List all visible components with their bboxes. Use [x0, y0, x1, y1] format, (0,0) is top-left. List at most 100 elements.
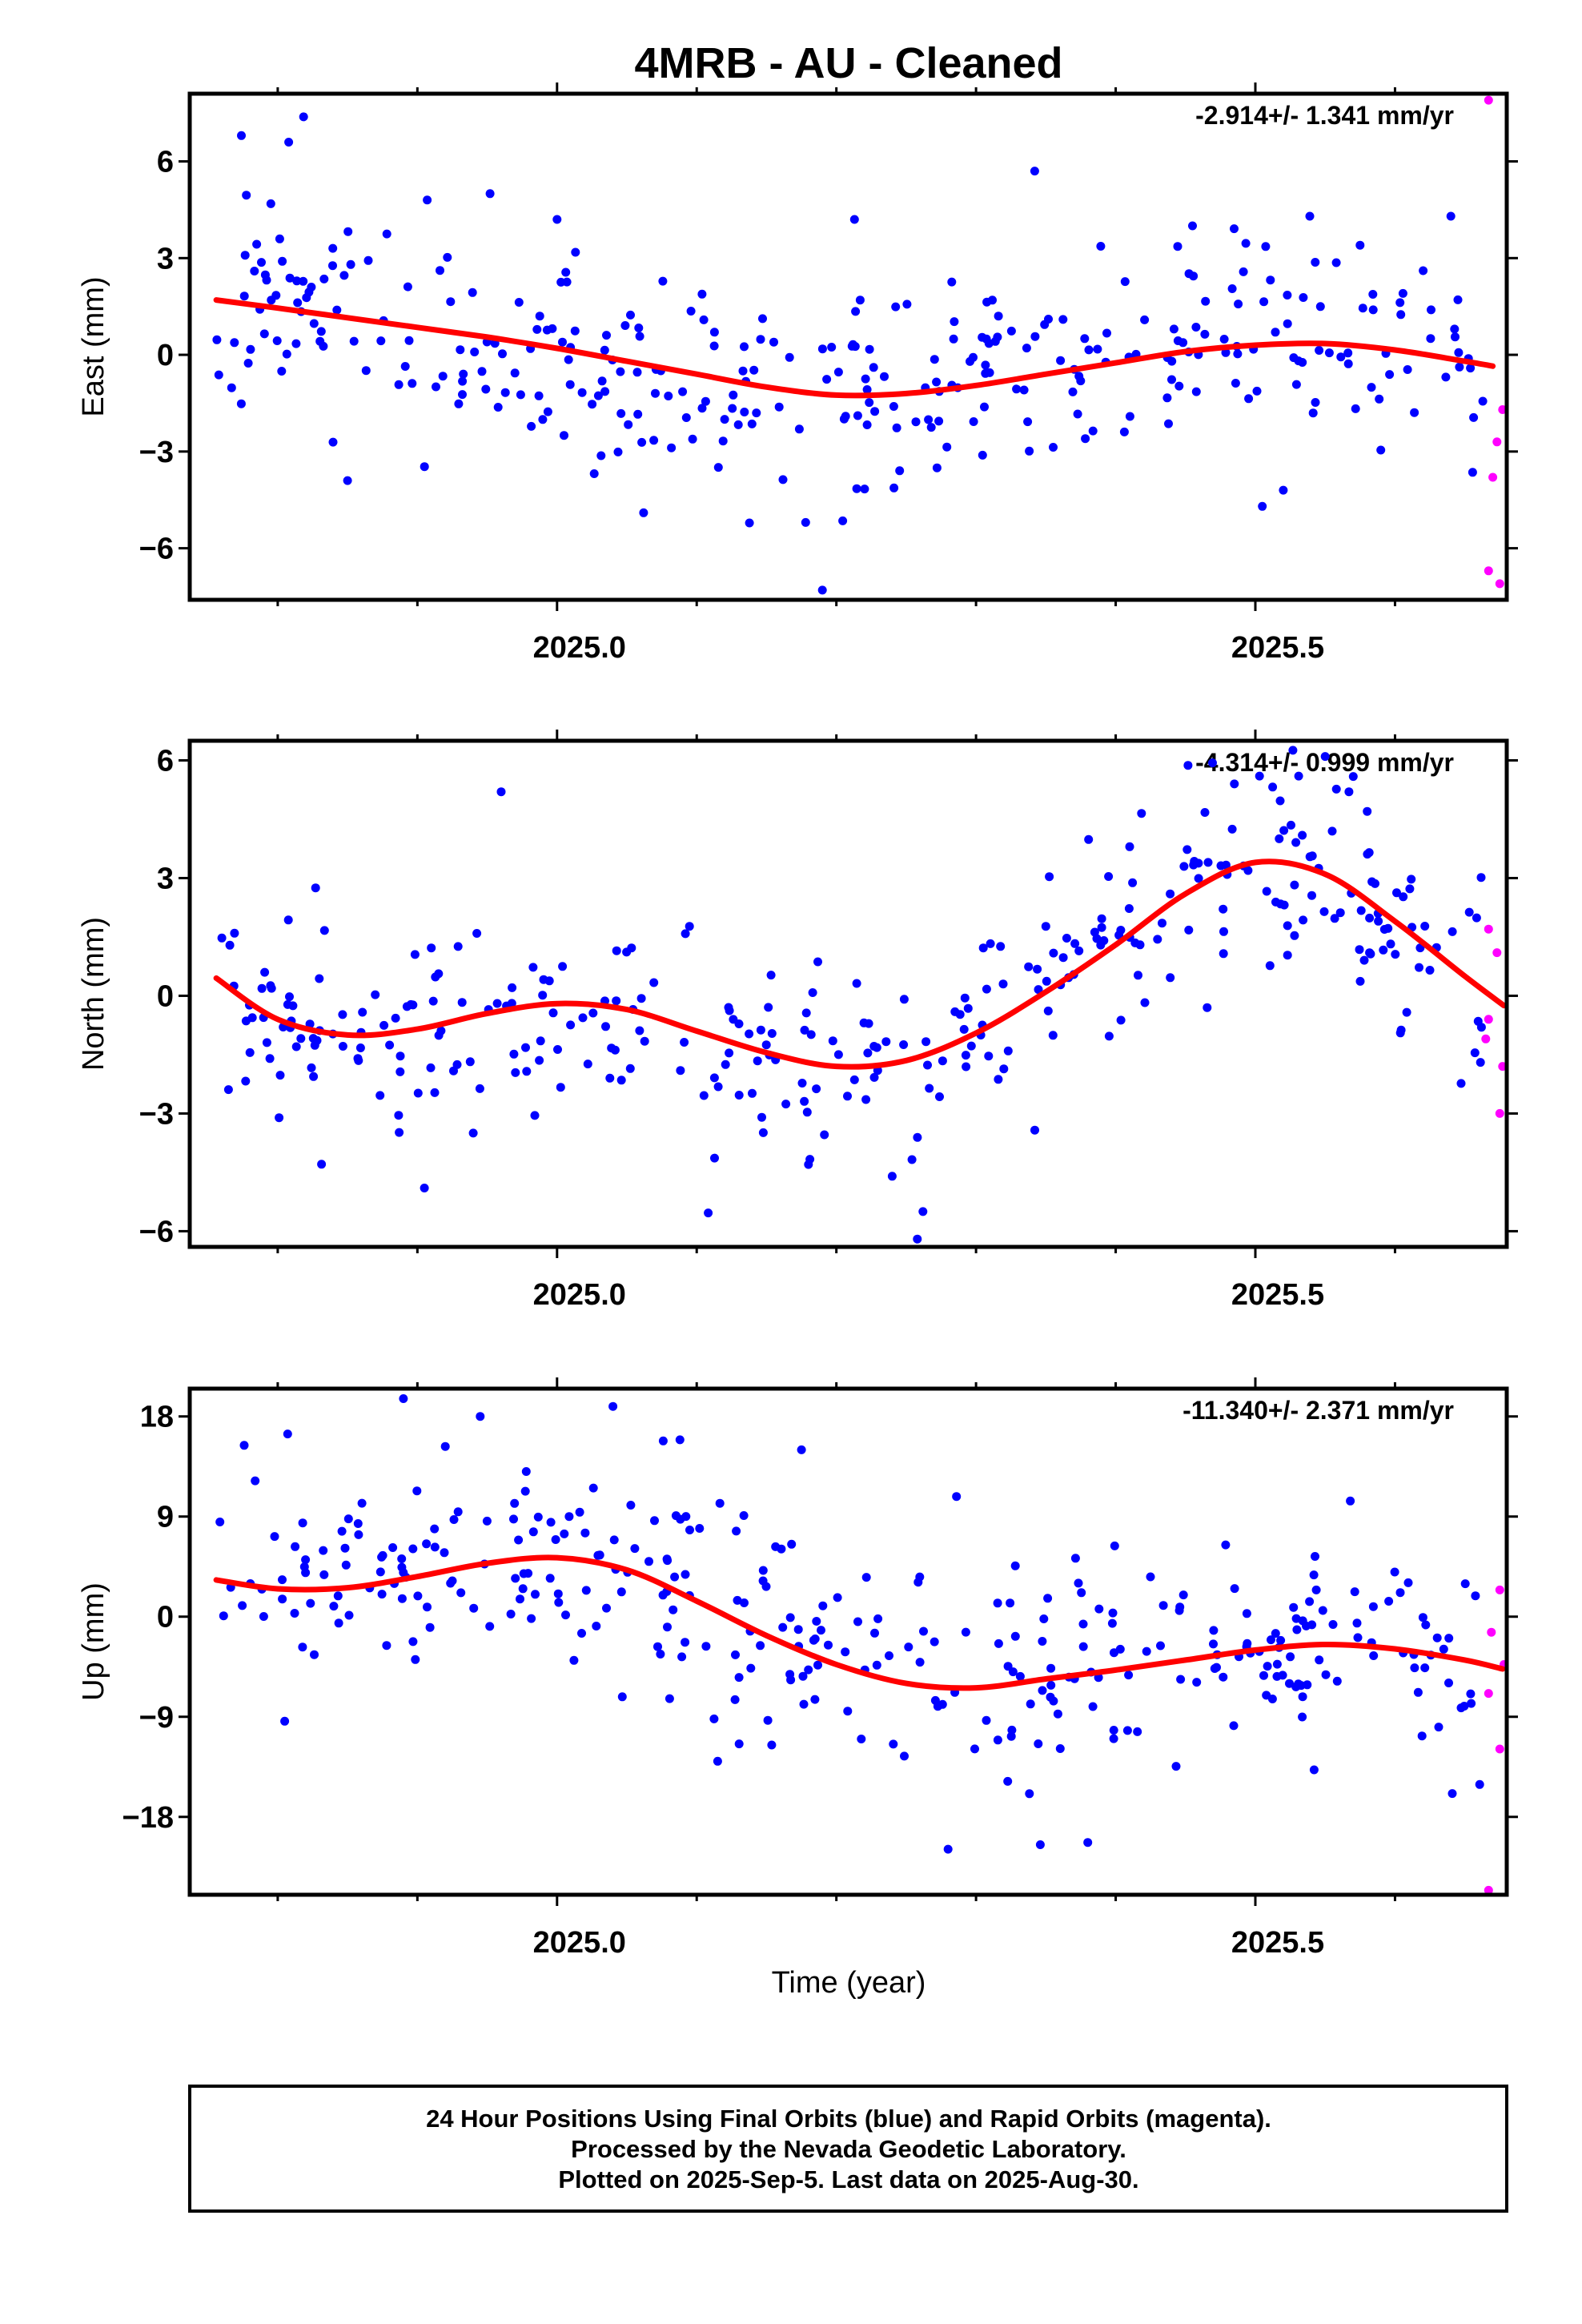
north-final-point — [1396, 1025, 1406, 1035]
east-final-point — [1120, 277, 1130, 287]
up-final-point — [219, 1611, 228, 1621]
north-final-point — [472, 929, 482, 938]
up-final-point — [739, 1511, 749, 1520]
north-final-point — [1290, 931, 1299, 940]
east-final-point — [1252, 386, 1262, 396]
east-final-point — [740, 408, 749, 416]
up-final-point — [1307, 1620, 1317, 1630]
north-final-point — [713, 1082, 723, 1092]
north-final-point — [1179, 862, 1189, 871]
east-final-point — [658, 276, 668, 286]
up-final-point — [993, 1598, 1002, 1608]
up-final-point — [341, 1560, 351, 1570]
east-final-point — [624, 420, 633, 429]
up-final-point — [677, 1652, 687, 1662]
east-final-point — [1299, 293, 1308, 302]
east-final-point — [432, 382, 440, 392]
up-final-point — [740, 1598, 749, 1607]
up-final-point — [930, 1637, 939, 1647]
up-final-point — [588, 1483, 598, 1493]
east-final-point — [556, 277, 566, 287]
north-final-point — [588, 1008, 598, 1018]
east-ylabel: East (mm) — [77, 276, 110, 416]
north-final-point — [1219, 949, 1228, 959]
up-final-point — [663, 1622, 672, 1632]
east-final-point — [932, 377, 942, 387]
up-final-point — [382, 1641, 391, 1651]
north-final-point — [1365, 948, 1375, 958]
north-ytick-label: 6 — [157, 744, 174, 778]
east-final-point — [543, 407, 552, 416]
up-final-point — [1460, 1579, 1470, 1589]
east-final-point — [1283, 291, 1292, 300]
up-final-point — [519, 1569, 528, 1578]
up-final-point — [482, 1516, 492, 1526]
east-final-point — [438, 372, 448, 381]
north-final-point — [757, 1112, 766, 1122]
east-rapid-point — [1492, 437, 1502, 447]
up-final-point — [430, 1542, 440, 1552]
up-final-point — [511, 1574, 520, 1583]
north-final-point — [994, 1075, 1003, 1084]
east-final-point — [600, 387, 610, 396]
north-final-point — [395, 1128, 404, 1137]
east-final-point — [291, 339, 301, 348]
east-final-point — [316, 327, 326, 336]
north-final-point — [1327, 826, 1337, 836]
up-final-point — [1259, 1671, 1268, 1680]
east-final-point — [718, 436, 728, 446]
north-plot-frame — [187, 738, 1509, 1249]
east-final-point — [860, 485, 869, 494]
north-final-point — [999, 1064, 1009, 1074]
up-final-point — [1078, 1619, 1088, 1629]
north-final-point — [907, 1155, 917, 1164]
north-final-point — [833, 1050, 843, 1059]
north-final-point — [1134, 971, 1142, 980]
east-final-point — [246, 344, 255, 354]
north-final-point — [1365, 913, 1375, 923]
east-final-point — [538, 415, 548, 424]
north-final-point — [528, 963, 538, 972]
up-final-point — [430, 1524, 440, 1534]
east-final-point — [678, 387, 688, 396]
north-final-point — [1399, 892, 1408, 902]
up-final-point — [533, 1512, 543, 1522]
up-final-point — [1311, 1552, 1319, 1561]
up-final-point — [1298, 1692, 1307, 1702]
east-final-point — [1006, 326, 1016, 336]
north-final-point — [275, 1071, 285, 1080]
up-final-point — [377, 1552, 387, 1562]
north-final-point — [296, 1034, 306, 1043]
east-final-point — [637, 437, 647, 447]
east-final-point — [1030, 167, 1039, 176]
north-final-point — [725, 1048, 734, 1058]
up-ytick-label: −9 — [139, 1701, 174, 1735]
up-final-point — [656, 1650, 665, 1659]
east-final-point — [1056, 356, 1066, 365]
north-final-point — [544, 976, 554, 986]
east-final-point — [275, 234, 284, 243]
up-final-point — [1410, 1663, 1419, 1673]
north-final-point — [761, 1040, 771, 1050]
north-ylabel: North (mm) — [77, 917, 110, 1071]
up-final-point — [873, 1614, 883, 1623]
footer-line-3: Plotted on 2025-Sep-5. Last data on 2025… — [558, 2165, 1138, 2193]
panel-east: −6 −3 0 3 6 2025.0 2025.5 East (mm) -2.914+/- 1.… — [77, 82, 1518, 665]
up-final-point — [731, 1650, 740, 1659]
north-final-point — [522, 1067, 532, 1076]
north-final-point — [1125, 842, 1134, 851]
north-final-point — [1307, 851, 1317, 861]
east-final-point — [1324, 348, 1334, 358]
east-final-point — [870, 407, 880, 416]
up-rapid-point — [1495, 1585, 1504, 1594]
east-final-point — [1455, 362, 1464, 372]
north-final-point — [457, 998, 467, 1007]
north-final-point — [1194, 874, 1203, 883]
north-final-point — [960, 993, 970, 1003]
up-final-point — [564, 1512, 574, 1522]
east-final-point — [498, 349, 507, 359]
east-final-point — [774, 402, 784, 412]
up-final-point — [771, 1542, 781, 1551]
north-rapid-point — [1484, 924, 1493, 934]
east-final-point — [237, 131, 246, 140]
